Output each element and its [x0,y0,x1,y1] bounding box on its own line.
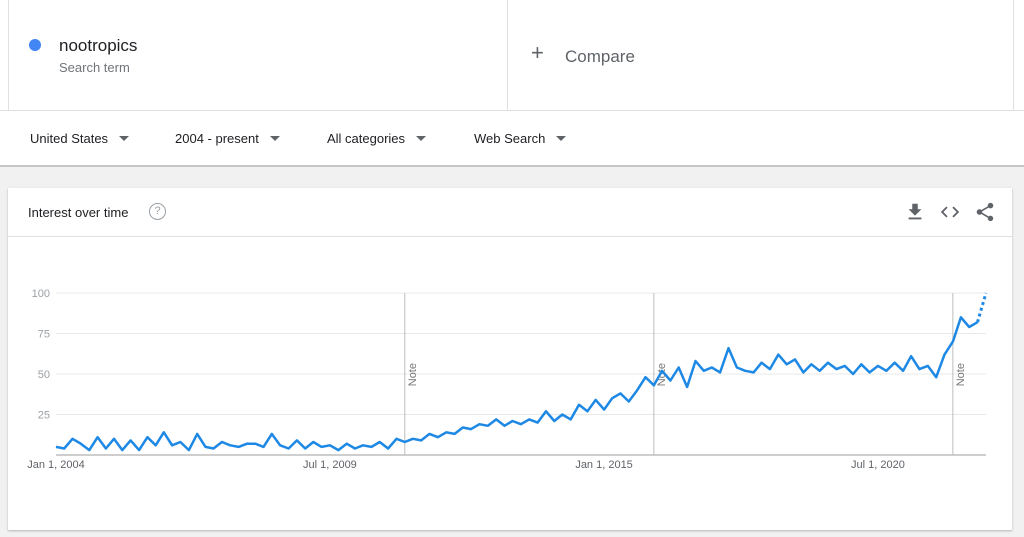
share-icon[interactable] [974,201,996,223]
category-dropdown[interactable]: All categories [327,131,427,146]
note-label: Note [955,363,967,386]
card-header: Interest over time ? [8,188,1012,237]
category-label: All categories [327,131,406,146]
download-icon[interactable] [904,201,926,223]
partial-data-line [976,292,988,323]
time-range-dropdown[interactable]: 2004 - present [175,131,280,146]
region-dropdown[interactable]: United States [30,131,130,146]
series-line [55,316,979,452]
y-tick-label: 100 [32,288,50,300]
caret-down-icon [119,136,130,142]
interest-chart: 100 75 50 25 Jan 1, 2004 Jul 1, 2009 Jan 1, 20… [27,288,988,471]
search-type-label: Web Search [474,131,546,146]
card-title: Interest over time [28,205,129,220]
y-tick-label: 50 [38,369,50,381]
caret-down-icon [269,136,280,142]
filter-bar: United States 2004 - present All categor… [0,110,1024,167]
x-tick-label: Jan 1, 2015 [575,459,633,471]
y-tick-label: 25 [38,410,50,422]
x-tick-label: Jul 1, 2020 [851,459,905,471]
plus-icon: + [531,40,544,65]
y-tick-label: 75 [38,329,50,341]
search-term-card[interactable]: nootropics Search term [8,0,508,110]
note-label: Note [407,363,419,386]
search-type-dropdown[interactable]: Web Search [474,131,567,146]
region-label: United States [30,131,109,146]
search-terms-bar: nootropics Search term + Compare [0,0,1024,110]
help-icon[interactable]: ? [149,203,166,220]
caret-down-icon [416,136,427,142]
term-color-dot-icon [29,39,41,51]
x-tick-label: Jul 1, 2009 [303,459,357,471]
compare-label: Compare [565,47,635,66]
search-term-subtitle: Search term [59,60,130,75]
time-range-label: 2004 - present [175,131,259,146]
search-term-name: nootropics [59,36,138,55]
embed-icon[interactable] [939,201,961,223]
interest-over-time-card: Interest over time ? 100 75 50 25 Jan 1, 200… [8,188,1012,530]
compare-button[interactable]: + Compare [509,0,1014,110]
caret-down-icon [556,136,567,142]
x-tick-label: Jan 1, 2004 [27,459,85,471]
note-label: Note [656,363,668,386]
